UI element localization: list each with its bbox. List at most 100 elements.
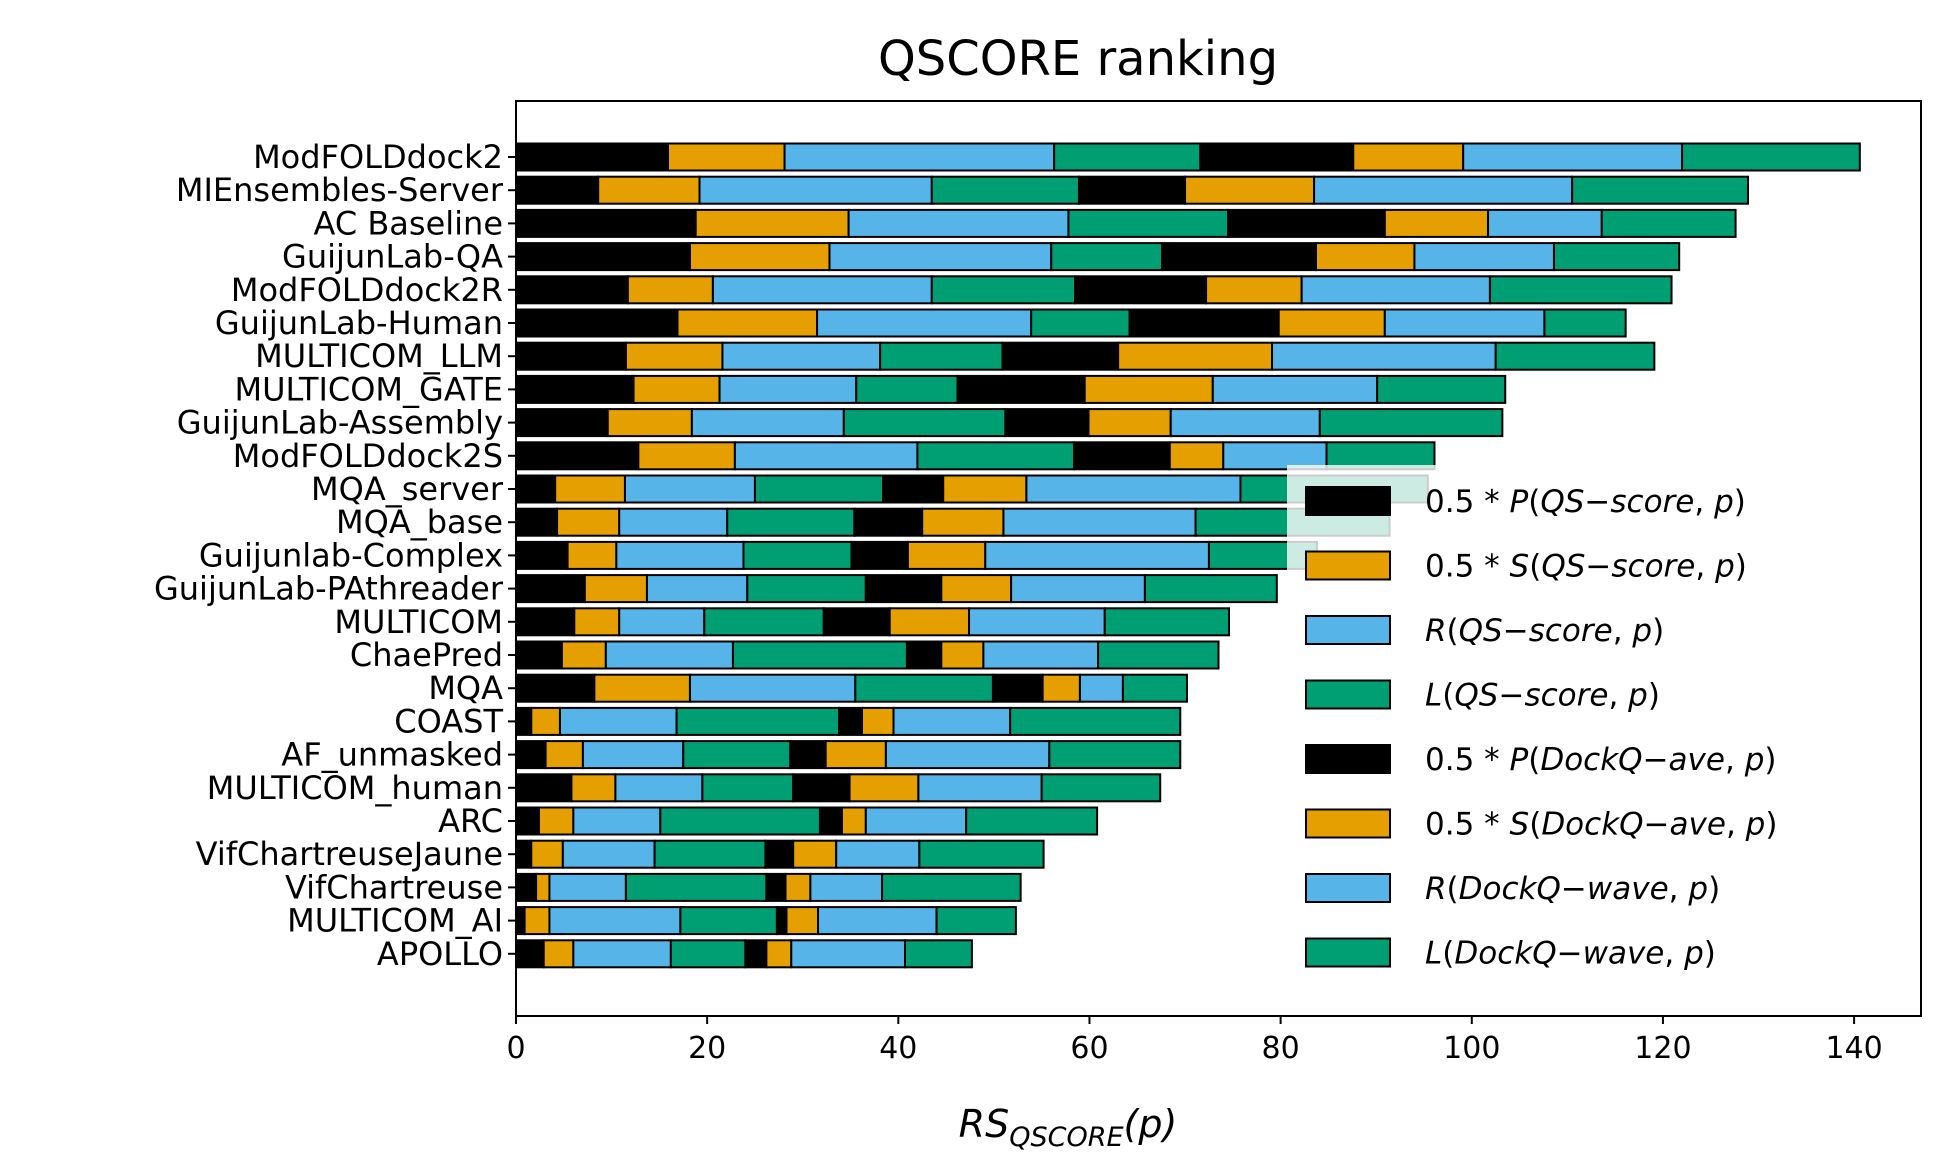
bar-segment [742,540,853,570]
bar-segment [659,806,821,836]
bar-segment [982,640,1100,670]
bar-segment [785,906,820,936]
bar-segment [583,574,648,604]
bar-segment [688,673,857,703]
bar-segment [1314,242,1416,272]
legend-label-part: ( [1442,678,1454,714]
y-tick-label: MULTICOM_GATE [234,370,503,408]
legend-label-part: − [1557,936,1583,972]
bar-segment [573,607,621,637]
bar-segment [530,839,564,869]
bar-segment [515,474,557,504]
legend-label-part: ( [1447,613,1459,649]
bar-segment [566,540,618,570]
bar-segment [790,939,907,969]
bar-segment [918,839,1045,869]
bar-segment [882,474,945,504]
legend-label-part: ) [1735,549,1747,585]
bar-segment [809,872,884,902]
bar-segment [792,773,851,803]
legend-label: L(DockQ−wave, p) [1425,936,1716,972]
bar-segment [688,242,831,272]
bar-segment [1053,142,1202,172]
bar-segment [556,507,621,537]
bar-segment [956,374,1086,404]
y-tick-label: MULTICOM_LLM [255,337,503,375]
legend-label-part: DockQ [1540,742,1642,778]
bar-segment [991,673,1044,703]
bar-segment [888,607,971,637]
bar-segment [515,673,596,703]
bar-segment [1103,607,1231,637]
bar-segment [515,540,569,570]
bar-segment [1048,740,1182,770]
bar-segment [718,374,858,404]
legend-label-part: ( [1529,807,1541,843]
y-tick-label: GuijunLab-Assembly [177,404,503,442]
legend-label-part: ) [1704,936,1716,972]
legend-label-part: ( [1528,484,1540,520]
bar-segment [632,374,721,404]
bar-segment [515,773,573,803]
bar-segment [864,574,943,604]
bar-segment [816,308,1033,338]
legend-label-part: , [1726,807,1746,843]
bar-segment [1277,308,1386,338]
legend-label-part: 0.5 * [1425,484,1510,520]
bar-segment [905,640,943,670]
bar-segment [1169,408,1321,438]
bar-segment [690,408,845,438]
bar-segment [515,242,691,272]
bar-segment [835,839,921,869]
legend-label-part: − [1498,678,1524,714]
bar-segment [1487,208,1603,238]
legend-label-part: QS [1454,678,1498,714]
bar-segment [1078,673,1124,703]
legend-label-part: − [1643,742,1669,778]
bar-segment [881,872,1022,902]
bar-segment [1227,208,1386,238]
legend-label-part: score [1529,613,1613,649]
bar-segment [698,175,933,205]
bar-segment [1073,441,1171,471]
bar-segment [746,574,867,604]
legend-label-part: p [1745,807,1766,843]
bar-segment [604,640,734,670]
plot-frame [515,100,1922,1017]
bar-segment [753,474,885,504]
bar-segment [558,706,678,736]
legend-swatch [1305,486,1391,516]
legend-label: R(QS−score, p) [1425,613,1664,649]
x-tick-label: 120 [1634,1031,1691,1066]
y-tick-label: ModFOLDdock2R [231,271,503,309]
bar-segment [817,906,938,936]
legend-background [1287,465,1907,985]
bar-segment [1352,142,1465,172]
bar-segment [515,308,679,338]
legend-label-part: ) [1764,742,1776,778]
bar-segment [515,939,545,969]
y-tick-label: AC Baseline [313,204,503,242]
bar-segment [1128,308,1280,338]
bar-segment [1552,242,1681,272]
bar-segment [765,872,787,902]
legend-label-part: p [1714,549,1735,585]
y-tick-label: VifChartreuse [285,868,503,906]
bar-segment [1010,574,1146,604]
bar-segment [783,142,1056,172]
bar-segment [1199,142,1355,172]
bar-segment [694,208,850,238]
legend-label-part: DockQ [1541,807,1643,843]
bar-segment [623,474,756,504]
legend-label-part: ) [1708,871,1720,907]
y-tick-label: COAST [394,702,503,740]
bar-segment [744,939,768,969]
legend-label-part: p [1631,613,1652,649]
x-axis-label: RSQSCORE(p) [959,1102,1178,1153]
bar-segment [1050,242,1164,272]
bar-segment [1041,673,1081,703]
legend-label-part: ) [1652,613,1664,649]
bar-segment [968,607,1106,637]
bar-segment [572,939,672,969]
legend-label: 0.5 * S(DockQ−ave, p) [1425,807,1777,843]
